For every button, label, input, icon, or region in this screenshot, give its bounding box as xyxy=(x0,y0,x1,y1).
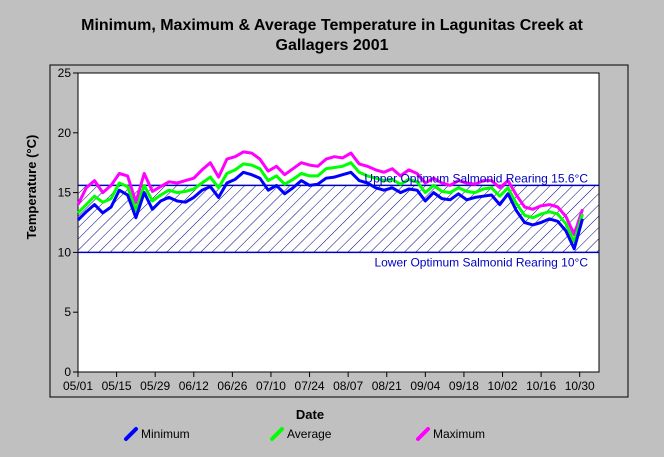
x-tick-label: 05/29 xyxy=(140,379,170,393)
x-tick-label: 10/30 xyxy=(565,379,595,393)
y-tick-label: 15 xyxy=(58,186,72,200)
x-tick-label: 05/01 xyxy=(63,379,93,393)
y-tick-label: 20 xyxy=(58,126,72,140)
legend-swatch-average xyxy=(270,427,284,441)
y-tick-label: 5 xyxy=(64,305,71,319)
lower-threshold-label: Lower Optimum Salmonid Rearing 10°C xyxy=(374,255,588,269)
series-line-minimum xyxy=(76,170,584,251)
x-tick-label: 07/24 xyxy=(295,379,325,393)
series-lines xyxy=(76,150,584,251)
chart-title-line-1: Minimum, Maximum & Average Temperature i… xyxy=(81,17,583,34)
x-tick-label: 08/07 xyxy=(333,379,363,393)
x-tick-label: 06/26 xyxy=(217,379,247,393)
x-axis-ticks: 05/01 05/15 05/29 06/12 06/26 07/10 07/24 08/07… xyxy=(63,372,595,393)
legend-swatch-minimum xyxy=(124,427,138,441)
y-axis-title: Temperature (°C) xyxy=(24,135,39,240)
legend-swatch-maximum xyxy=(416,427,430,441)
legend-label-maximum: Maximum xyxy=(433,427,485,441)
x-tick-label: 09/04 xyxy=(410,379,440,393)
x-tick-label: 10/16 xyxy=(526,379,556,393)
legend-label-minimum: Minimum xyxy=(141,427,190,441)
x-tick-label: 08/21 xyxy=(372,379,402,393)
y-tick-label: 25 xyxy=(58,66,72,80)
upper-threshold-label: Upper Optimum Salmonid Rearing 15.6°C xyxy=(364,171,588,185)
series-line-maximum xyxy=(76,150,584,236)
chart-frame xyxy=(49,64,629,398)
legend: Minimum Average Maximum xyxy=(124,427,485,441)
legend-label-average: Average xyxy=(287,427,332,441)
x-tick-label: 05/15 xyxy=(102,379,132,393)
x-axis-title: Date xyxy=(296,407,324,422)
y-axis-ticks: 0 5 10 15 20 25 xyxy=(58,66,78,379)
x-tick-label: 09/18 xyxy=(449,379,479,393)
y-tick-label: 10 xyxy=(58,245,72,259)
annotations: Upper Optimum Salmonid Rearing 15.6°C Low… xyxy=(364,171,588,269)
x-tick-label: 06/12 xyxy=(179,379,209,393)
y-tick-label: 0 xyxy=(64,365,71,379)
x-tick-label: 10/02 xyxy=(488,379,518,393)
series-line-average xyxy=(76,161,584,244)
x-tick-label: 07/10 xyxy=(256,379,286,393)
chart-title-line-2: Gallagers 2001 xyxy=(276,37,389,54)
